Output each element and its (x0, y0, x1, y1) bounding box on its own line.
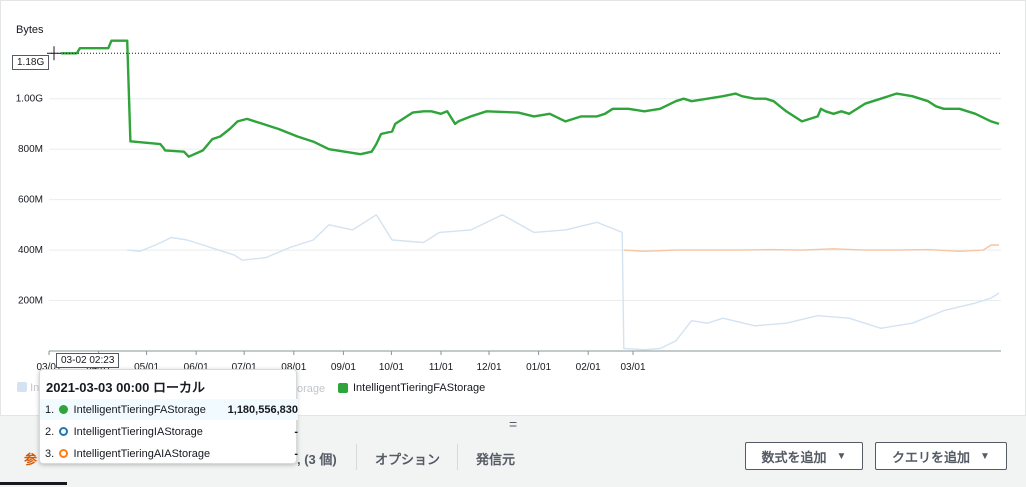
legend-item-ia[interactable]: In (17, 382, 39, 394)
crosshair-cursor (47, 46, 1001, 61)
tooltip-series-value: - (294, 425, 299, 438)
add-query-button[interactable]: クエリを追加 ▼ (875, 442, 1007, 470)
tooltip-row-index: 1. (45, 403, 55, 416)
tooltip-row: 2. IntelligentTieringIAStorage - (40, 421, 298, 442)
y-tick-label: 600M (18, 195, 43, 206)
x-tick-label: 03/01 (36, 362, 61, 373)
tooltip-series-value: - (294, 447, 298, 460)
x-tick-label: 01/01 (526, 362, 551, 373)
series-lines (61, 39, 1000, 351)
legend-label: IntelligentTieringFAStorage (353, 382, 486, 394)
tab-options[interactable]: オプション (375, 452, 441, 467)
active-tab-indicator (0, 482, 67, 485)
y-tick-label: 400M (18, 245, 43, 256)
legend-label: In (30, 382, 40, 394)
x-tick-label: 02/01 (576, 362, 601, 373)
tab-divider (457, 444, 458, 470)
x-tick-label: 03/01 (620, 362, 645, 373)
caret-down-icon: ▼ (836, 450, 847, 462)
series-line-IntelligentTieringIAStorage (127, 214, 1000, 351)
x-tick-label: 05/01 (134, 362, 159, 373)
x-tick-label: 12/01 (476, 362, 501, 373)
tooltip-series-name: IntelligentTieringIAStorage (73, 425, 203, 438)
tooltip-row-index: 2. (45, 425, 55, 438)
x-tick-label: 09/01 (331, 362, 356, 373)
button-label: 数式を追加 (761, 449, 827, 465)
tab-graphed-metrics[interactable]: , (3 個) (297, 452, 337, 467)
data-tooltip: 2021-03-03 00:00 ローカル 1. IntelligentTieri… (39, 369, 298, 464)
legend-item-fa[interactable]: IntelligentTieringFAStorage (338, 382, 485, 394)
tooltip-row: 1. IntelligentTieringFAStorage 1,180,556,8… (40, 399, 298, 420)
series-dot-icon (58, 405, 68, 414)
x-tick-label: 08/01 (281, 362, 306, 373)
y-tick-label: 200M (18, 296, 43, 307)
y-tick-label: 800M (18, 144, 43, 155)
tooltip-series-value: 1,180,556,830 (227, 403, 298, 416)
tab-browse[interactable]: 参 (24, 452, 38, 467)
series-dot-icon (58, 427, 68, 436)
tab-source[interactable]: 発信元 (476, 452, 516, 467)
tooltip-title: 2021-03-03 00:00 ローカル (46, 380, 205, 395)
legend-swatch (17, 382, 27, 392)
legend-swatch (338, 383, 348, 393)
tab-bar: 参 , (3 個) オプション 発信元 数式を追加 ▼ クエリを追加 ▼ (0, 436, 1026, 487)
cursor-x-value: 03-02 02:23 (56, 353, 120, 368)
x-tick-label: 10/01 (379, 362, 404, 373)
y-axis-label: Bytes (16, 24, 44, 36)
x-tick-label: 11/01 (429, 362, 454, 373)
series-line-IntelligentTieringFAStorage (61, 39, 1000, 158)
caret-down-icon: ▼ (980, 450, 990, 462)
tooltip-row-index: 3. (45, 447, 55, 460)
series-line-IntelligentTieringAIAStorage (623, 244, 999, 252)
button-label: クエリを追加 (892, 449, 971, 465)
y-axis-ticks: 200M 400M 600M 800M 1.00G (16, 94, 43, 307)
tooltip-series-name: IntelligentTieringAIAStorage (73, 447, 211, 460)
series-dot-icon (58, 449, 68, 458)
tab-divider (356, 444, 357, 470)
tooltip-series-name: IntelligentTieringFAStorage (73, 403, 206, 416)
gridlines (49, 98, 1001, 352)
x-tick-label: 07/01 (232, 362, 257, 373)
legend-item-aia[interactable]: orage (297, 383, 326, 395)
tooltip-row: 3. IntelligentTieringAIAStorage - (40, 443, 298, 464)
x-tick-label: 06/01 (184, 362, 209, 373)
add-math-button[interactable]: 数式を追加 ▼ (745, 442, 863, 470)
resize-handle[interactable]: = (509, 416, 518, 432)
y-tick-label: 1.00G (16, 94, 43, 105)
cursor-y-value: 1.18G (12, 55, 50, 70)
